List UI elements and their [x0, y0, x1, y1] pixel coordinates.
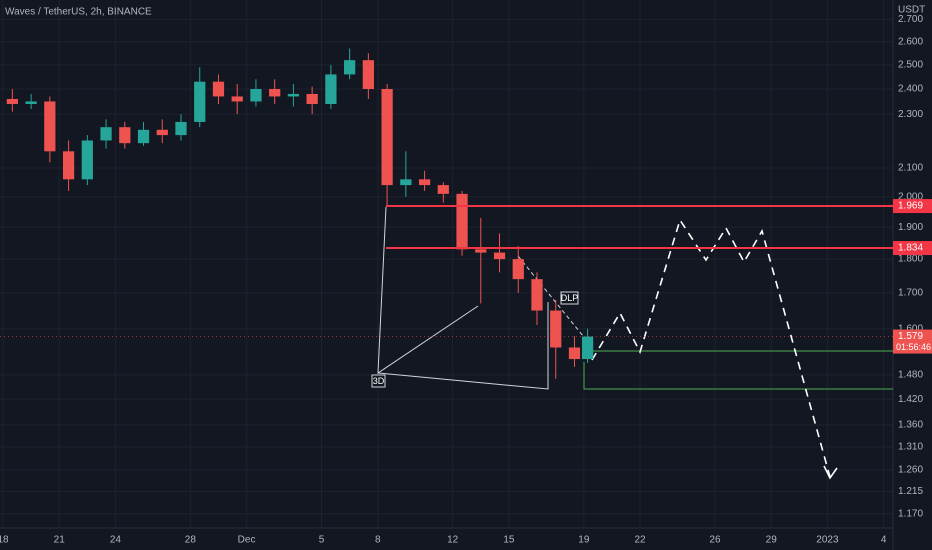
- y-tick-label: 1.215: [898, 486, 923, 497]
- y-tick-label: 2.300: [898, 109, 923, 120]
- candle-body: [287, 93, 300, 97]
- x-tick-label: 28: [185, 535, 197, 546]
- candle-body: [81, 140, 93, 180]
- candle-body: [306, 93, 318, 104]
- y-tick-label: 2.600: [898, 36, 923, 47]
- price-level-label: 1.834: [898, 243, 923, 254]
- y-tick-label: 2.400: [898, 84, 923, 95]
- candle-body: [400, 179, 412, 186]
- candle-body: [456, 193, 468, 250]
- projection-path: [591, 218, 831, 478]
- candle-body: [512, 259, 524, 280]
- price-level-tag: [893, 199, 932, 214]
- y-tick-label: 2.700: [898, 14, 923, 25]
- candle-body: [362, 60, 374, 90]
- candle-body: [6, 98, 18, 104]
- drawings: [377, 206, 589, 390]
- countdown-label: 01:56:46: [896, 342, 931, 352]
- y-tick-label: 2.100: [898, 163, 923, 174]
- projection-arrow: [823, 465, 838, 480]
- x-tick-label: 19: [578, 535, 590, 546]
- candle-body: [194, 81, 206, 122]
- x-tick-label: Dec: [238, 535, 256, 546]
- candle-body: [62, 151, 75, 180]
- symbol-title: Waves / TetherUS, 2h, BINANCE: [5, 7, 152, 18]
- pattern-line: [377, 302, 549, 390]
- candle-body: [231, 96, 243, 102]
- x-tick-label: 2023: [816, 535, 839, 546]
- candle-body: [381, 89, 393, 186]
- y-tick-label: 2.500: [898, 60, 923, 71]
- candle-body: [212, 81, 225, 97]
- x-tick-label: 22: [634, 535, 646, 546]
- x-tick-label: 29: [766, 535, 778, 546]
- y-tick-label: 1.170: [898, 508, 923, 519]
- candle-body: [250, 89, 262, 102]
- candle-body: [25, 101, 37, 104]
- price-level-tag: [893, 241, 932, 256]
- candle-body: [44, 101, 56, 152]
- candle-body: [100, 127, 112, 141]
- x-tick-label: 5: [319, 535, 325, 546]
- projection: [591, 218, 838, 480]
- candle-body: [137, 129, 150, 144]
- candle-body: [344, 60, 356, 75]
- y-tick-label: 1.420: [898, 394, 923, 405]
- x-tick-label: 4: [881, 535, 887, 546]
- candle-body: [493, 252, 506, 260]
- x-tick-label: 8: [375, 535, 381, 546]
- trend-line: [517, 255, 589, 343]
- pattern-label: 3D: [373, 376, 385, 386]
- candle-body: [325, 74, 337, 104]
- candle-body: [475, 249, 487, 253]
- last-price-tag: [893, 329, 932, 354]
- candle-body: [156, 129, 168, 136]
- y-tick-label: 1.700: [898, 288, 923, 299]
- y-tick-label: 1.600: [898, 323, 923, 334]
- y-tick-label: 1.800: [898, 254, 923, 265]
- price-level-label: 1.969: [898, 201, 923, 212]
- y-axis-unit: USDT: [898, 5, 925, 16]
- candle-body: [568, 347, 581, 360]
- y-tick-label: 1.310: [898, 442, 923, 453]
- last-price-label: 1.579: [898, 331, 923, 342]
- y-tick-label: 1.260: [898, 465, 923, 476]
- candle-body: [437, 185, 449, 194]
- candle-body: [581, 336, 594, 360]
- candle-body: [175, 121, 187, 136]
- range-line: [583, 362, 893, 390]
- y-tick-label: 1.900: [898, 222, 923, 233]
- grid: [0, 0, 893, 528]
- y-tick-label: 1.360: [898, 419, 923, 430]
- x-tick-label: 24: [110, 535, 122, 546]
- label-box: [371, 374, 386, 388]
- candle-body: [531, 279, 543, 311]
- x-tick-label: 12: [447, 535, 459, 546]
- candle-body: [119, 127, 131, 144]
- x-tick-label: 15: [503, 535, 515, 546]
- x-tick-label: 26: [709, 535, 721, 546]
- pattern-label: DLP: [561, 293, 579, 303]
- y-tick-label: 2.000: [898, 191, 923, 202]
- candle-body: [550, 310, 562, 348]
- candle-body: [269, 89, 281, 97]
- candle-body: [418, 179, 431, 186]
- label-box: [560, 291, 579, 305]
- x-tick-label: 18: [0, 535, 9, 546]
- y-tick-label: 1.480: [898, 369, 923, 380]
- x-tick-label: 21: [54, 535, 66, 546]
